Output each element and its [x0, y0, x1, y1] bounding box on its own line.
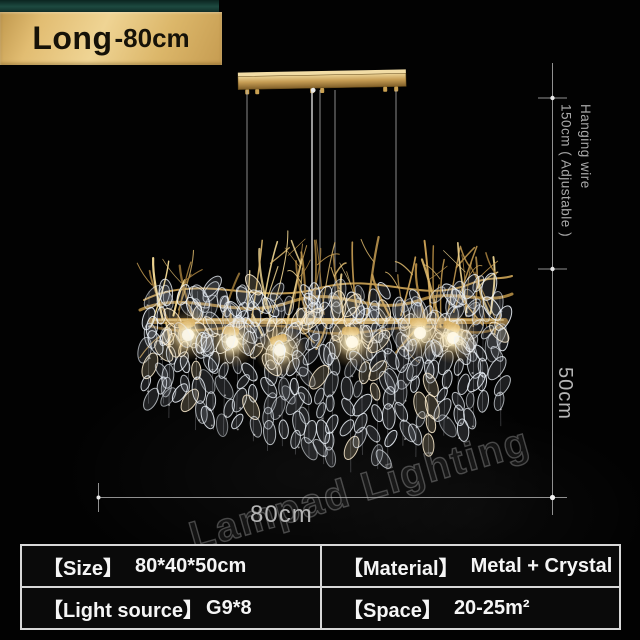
spec-light-source-value: G9*8: [206, 596, 252, 619]
spec-table: 【Size】 80*40*50cm 【Material】 Metal + Cry…: [20, 544, 621, 630]
variant-label: Long -80cm: [0, 12, 222, 65]
spec-size-label: 【Size】: [43, 557, 124, 580]
dimension-length-label: 80cm: [250, 501, 313, 528]
spec-size-value: 80*40*50cm: [135, 554, 247, 577]
chandelier-body: [136, 230, 514, 473]
spec-cell-material: 【Material】 Metal + Crystal: [322, 546, 619, 586]
ceiling-canopy-plate: [237, 69, 407, 95]
dimension-lines: [96, 63, 567, 515]
spec-space-value: 20-25m²: [453, 596, 530, 619]
spec-material-value: Metal + Crystal: [470, 554, 613, 577]
variant-name: Long: [32, 20, 113, 56]
hanging-wire-line2: 150cm ( Adjustable ): [558, 104, 574, 238]
dimension-hanging-wire-label: Hanging wire 150cm ( Adjustable ): [556, 104, 595, 237]
spec-space-label: 【Space】: [343, 599, 442, 622]
spec-cell-light-source: 【Light source】 G9*8: [22, 588, 320, 628]
dimension-height-label: 50cm: [554, 367, 576, 420]
spec-cell-space: 【Space】 20-25m²: [322, 588, 619, 628]
variant-size: -80cm: [114, 23, 190, 53]
accent-bar: [0, 0, 219, 12]
spec-light-source-label: 【Light source】: [43, 599, 204, 622]
hanging-wire-line1: Hanging wire: [578, 104, 594, 189]
spec-cell-size: 【Size】 80*40*50cm: [22, 546, 320, 586]
spec-material-label: 【Material】: [343, 557, 459, 580]
